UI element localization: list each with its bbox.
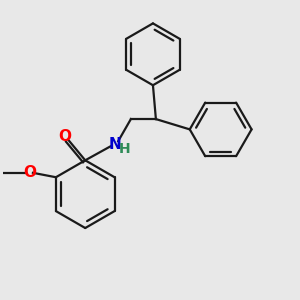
Text: O: O [23,165,36,180]
Text: O: O [58,129,71,144]
Text: H: H [118,142,130,156]
Text: N: N [108,136,121,152]
